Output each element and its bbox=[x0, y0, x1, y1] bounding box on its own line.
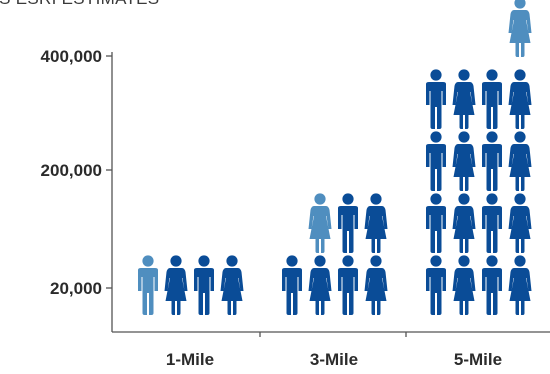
female-person-icon bbox=[308, 255, 332, 315]
female-person-icon bbox=[364, 193, 388, 253]
x-category-label: 5-Mile bbox=[454, 350, 502, 369]
male-person-icon bbox=[426, 69, 446, 129]
female-person-icon bbox=[508, 0, 532, 57]
male-person-icon bbox=[194, 255, 214, 315]
male-person-icon bbox=[482, 255, 502, 315]
male-person-icon bbox=[426, 193, 446, 253]
female-person-icon bbox=[220, 255, 244, 315]
male-person-icon bbox=[426, 131, 446, 191]
y-tick-label: 20,000 bbox=[50, 279, 102, 298]
female-person-icon bbox=[452, 131, 476, 191]
female-person-icon bbox=[308, 193, 332, 253]
y-tick-label: 200,000 bbox=[41, 161, 102, 180]
male-person-icon bbox=[282, 255, 302, 315]
male-person-icon bbox=[482, 131, 502, 191]
female-person-icon bbox=[508, 255, 532, 315]
chart-title: ...S ESRI ESTIMATES bbox=[0, 0, 300, 9]
x-category-label: 3-Mile bbox=[310, 350, 358, 369]
male-person-icon bbox=[426, 255, 446, 315]
female-person-icon bbox=[508, 193, 532, 253]
female-person-icon bbox=[452, 255, 476, 315]
female-person-icon bbox=[508, 131, 532, 191]
male-person-icon bbox=[482, 193, 502, 253]
x-category-label: 1-Mile bbox=[166, 350, 214, 369]
y-tick-label: 400,000 bbox=[41, 47, 102, 66]
female-person-icon bbox=[452, 193, 476, 253]
male-person-icon bbox=[338, 255, 358, 315]
female-person-icon bbox=[364, 255, 388, 315]
male-person-icon bbox=[482, 69, 502, 129]
female-person-icon bbox=[508, 69, 532, 129]
female-person-icon bbox=[452, 69, 476, 129]
male-person-icon bbox=[138, 255, 158, 315]
male-person-icon bbox=[338, 193, 358, 253]
female-person-icon bbox=[164, 255, 188, 315]
